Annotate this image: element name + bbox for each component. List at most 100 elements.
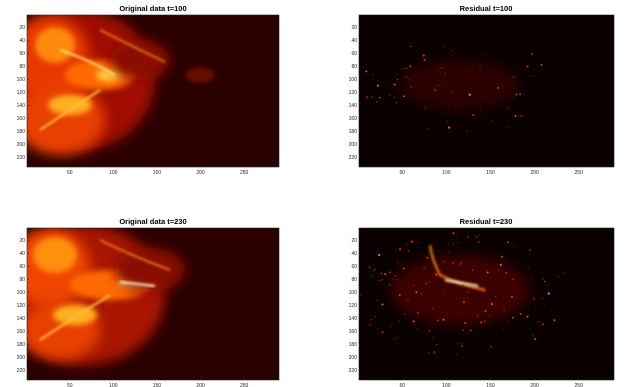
residual-speckle xyxy=(440,270,442,273)
residual-speckle xyxy=(489,315,491,317)
residual-speckle xyxy=(429,322,432,324)
residual-speckle xyxy=(410,86,412,89)
y-tick-label: 100 xyxy=(17,77,26,83)
residual-speckle xyxy=(451,50,453,52)
y-tick-label: 100 xyxy=(17,290,26,296)
residual-speckle xyxy=(380,272,383,275)
residual-speckle xyxy=(393,337,396,340)
y-tick-label: 60 xyxy=(351,264,357,270)
residual-speckle xyxy=(540,63,543,66)
residual-speckle xyxy=(378,253,381,257)
y-tick-label: 160 xyxy=(349,116,358,122)
y-tick-label: 20 xyxy=(19,238,25,244)
heatmap-image xyxy=(359,228,614,380)
residual-speckle xyxy=(437,250,439,252)
residual-speckle xyxy=(540,105,542,107)
residual-speckle xyxy=(424,107,426,109)
residual-speckle xyxy=(532,297,535,300)
residual-speckle xyxy=(502,327,504,330)
residual-speckle xyxy=(369,266,371,269)
y-tick-label: 220 xyxy=(349,155,358,161)
residual-speckle xyxy=(410,45,412,47)
y-tick-label: 80 xyxy=(351,64,357,70)
residual-speckle xyxy=(458,313,459,315)
residual-speckle xyxy=(503,307,505,309)
x-tick-label: 200 xyxy=(530,170,539,176)
y-tick-label: 80 xyxy=(19,64,25,70)
residual-speckle xyxy=(393,83,396,86)
axes-frame xyxy=(26,227,280,381)
residual-speckle xyxy=(374,269,376,271)
residual-speckle xyxy=(490,302,493,306)
residual-speckle xyxy=(482,289,485,292)
residual-speckle xyxy=(553,319,556,322)
residual-speckle xyxy=(481,118,483,120)
y-tick-label: 180 xyxy=(349,342,358,348)
panel-title: Original data t=100 xyxy=(119,4,186,13)
residual-speckle xyxy=(423,266,426,269)
residual-speckle xyxy=(470,329,473,332)
residual-speckle xyxy=(513,244,516,247)
residual-speckle xyxy=(467,236,469,238)
residual-speckle xyxy=(410,274,413,277)
y-tick-label: 140 xyxy=(17,316,26,322)
residual-speckle xyxy=(501,305,504,308)
y-tick-label: 40 xyxy=(351,38,357,44)
y-tick-label: 80 xyxy=(19,277,25,283)
x-tick-label: 250 xyxy=(575,383,584,387)
panel-title: Original data t=230 xyxy=(119,217,186,226)
residual-speckle xyxy=(371,275,373,277)
y-tick-label: 140 xyxy=(17,103,26,109)
residual-speckle xyxy=(374,315,376,317)
residual-speckle xyxy=(467,262,469,264)
residual-speckle xyxy=(427,351,430,354)
residual-speckle xyxy=(449,261,452,264)
residual-speckle xyxy=(471,269,474,272)
residual-speckle xyxy=(486,271,489,274)
x-tick-label: 150 xyxy=(153,383,162,387)
residual-speckle xyxy=(365,70,368,73)
x-tick-label: 150 xyxy=(486,383,495,387)
y-tick-label: 60 xyxy=(19,264,25,270)
residual-speckle xyxy=(478,234,480,236)
residual-speckle xyxy=(488,323,490,325)
residual-speckle xyxy=(444,72,446,75)
residual-speckle xyxy=(529,249,531,251)
residual-speckle xyxy=(500,255,504,258)
residual-speckle xyxy=(403,67,405,69)
axes-frame xyxy=(358,14,615,168)
panel-original-t230: Original data t=230 50 100 150 200 250 20 40 60… xyxy=(17,217,280,387)
residual-speckle xyxy=(443,46,445,48)
residual-speckle xyxy=(381,303,384,306)
heatmap-image xyxy=(359,15,614,167)
residual-speckle xyxy=(467,291,470,294)
residual-speckle xyxy=(469,329,471,332)
residual-speckle xyxy=(416,311,419,315)
y-tick-label: 140 xyxy=(349,316,358,322)
residual-speckle xyxy=(388,93,391,97)
residual-speckle xyxy=(499,263,502,266)
residual-speckle xyxy=(510,295,513,298)
residual-speckle xyxy=(431,337,434,340)
residual-speckle xyxy=(526,65,529,68)
residual-speckle xyxy=(406,67,408,69)
residual-speckle xyxy=(371,319,373,321)
residual-speckle xyxy=(389,271,391,274)
x-tick-label: 250 xyxy=(575,170,584,176)
y-tick-label: 60 xyxy=(19,51,25,57)
residual-speckle xyxy=(449,132,451,134)
residual-speckle xyxy=(433,350,434,352)
y-tick-label: 200 xyxy=(349,355,358,361)
residual-speckle xyxy=(479,54,481,56)
x-tick-label: 50 xyxy=(67,170,73,176)
y-tick-label: 180 xyxy=(349,129,358,135)
residual-speckle xyxy=(394,275,397,277)
residual-speckle xyxy=(497,269,500,271)
x-tick-label: 200 xyxy=(530,383,539,387)
x-tick-label: 100 xyxy=(109,170,118,176)
residual-speckle xyxy=(408,78,411,80)
residual-speckle xyxy=(503,310,506,313)
residual-speckle xyxy=(456,353,458,355)
residual-speckle xyxy=(560,297,562,299)
